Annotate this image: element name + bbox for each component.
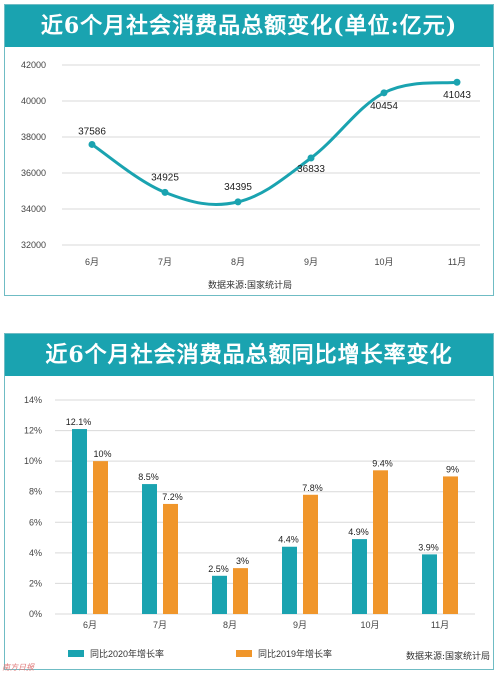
legend-item-2019: 同比2019年增长率 (236, 647, 332, 660)
x-tick-label: 10月 (360, 620, 379, 630)
y-tick-label: 0% (29, 609, 42, 619)
bar (282, 546, 297, 614)
x-tick-label: 8月 (223, 620, 237, 630)
y-tick-label: 4% (29, 548, 42, 558)
bar (352, 539, 367, 614)
data-label: 4.9% (348, 527, 369, 537)
y-tick-label: 14% (24, 395, 42, 405)
data-label: 7.8% (302, 483, 323, 493)
legend-label-2019: 同比2019年增长率 (258, 649, 333, 659)
data-point (234, 198, 242, 206)
legend-swatch-2019 (236, 650, 252, 657)
y-tick-label: 34000 (21, 204, 46, 214)
line-chart: 32000 34000 36000 38000 40000 42000 6月 7月 8月 9月 10… (21, 60, 480, 267)
y-tick-label: 12% (24, 426, 42, 436)
y-tick-label: 42000 (21, 60, 46, 70)
y-tick-label: 8% (29, 487, 42, 497)
data-point (307, 154, 315, 162)
y-tick-label: 36000 (21, 168, 46, 178)
data-label: 7.2% (162, 492, 183, 502)
data-label: 10% (93, 449, 111, 459)
data-point (88, 140, 96, 148)
data-label: 4.4% (278, 535, 299, 545)
line-chart-source: 数据来源:国家统计局 (207, 281, 293, 291)
bar (233, 568, 248, 614)
data-label: 2.5% (208, 564, 229, 574)
bar (72, 429, 87, 614)
line-chart-title: 近6个月社会消费品总额变化(单位:亿元) (5, 5, 493, 47)
bar (373, 470, 388, 614)
data-label: 37586 (78, 126, 106, 137)
x-tick-label: 9月 (304, 257, 318, 267)
data-label: 41043 (443, 90, 471, 101)
y-tick-label: 6% (29, 517, 42, 527)
data-label: 36833 (297, 164, 325, 175)
x-tick-label: 9月 (293, 620, 307, 630)
legend-swatch-2020 (68, 650, 84, 657)
bar (422, 554, 437, 614)
y-tick-label: 32000 (21, 240, 46, 250)
y-tick-label: 40000 (21, 96, 46, 106)
x-tick-label: 8月 (231, 257, 245, 267)
bar (142, 484, 157, 614)
data-label: 9.4% (372, 458, 393, 468)
watermark: 南方日报 (2, 663, 34, 672)
line-chart-panel: 近6个月社会消费品总额变化(单位:亿元) (4, 4, 494, 296)
bar (443, 476, 458, 614)
bar (303, 494, 318, 614)
data-point (453, 78, 461, 86)
data-point (380, 89, 388, 97)
y-tick-label: 10% (24, 456, 42, 466)
x-tick-label: 10月 (374, 257, 393, 267)
legend-item-2020: 同比2020年增长率 (68, 647, 164, 660)
bar (163, 503, 178, 614)
x-tick-label: 7月 (158, 257, 172, 267)
y-tick-label: 2% (29, 578, 42, 588)
x-tick-label: 6月 (83, 620, 97, 630)
x-tick-label: 11月 (431, 620, 449, 630)
bar-chart-title: 近6个月社会消费品总额同比增长率变化 (5, 334, 493, 376)
x-tick-label: 6月 (85, 257, 99, 267)
x-tick-label: 11月 (448, 257, 466, 267)
data-label: 8.5% (138, 472, 159, 482)
data-label: 3% (236, 556, 249, 566)
legend-label-2020: 同比2020年增长率 (90, 649, 165, 659)
data-label: 12.1% (66, 417, 92, 427)
bar-chart-source: 数据来源:国家统计局 (405, 652, 490, 662)
data-label: 40454 (370, 101, 398, 112)
data-label: 34925 (151, 172, 179, 183)
bar (212, 575, 227, 614)
data-point (161, 188, 169, 196)
data-label: 34395 (224, 182, 252, 193)
x-tick-label: 7月 (153, 620, 167, 630)
bar (93, 461, 108, 614)
y-tick-label: 38000 (21, 132, 46, 142)
data-label: 3.9% (418, 542, 439, 552)
data-label: 9% (446, 464, 459, 474)
